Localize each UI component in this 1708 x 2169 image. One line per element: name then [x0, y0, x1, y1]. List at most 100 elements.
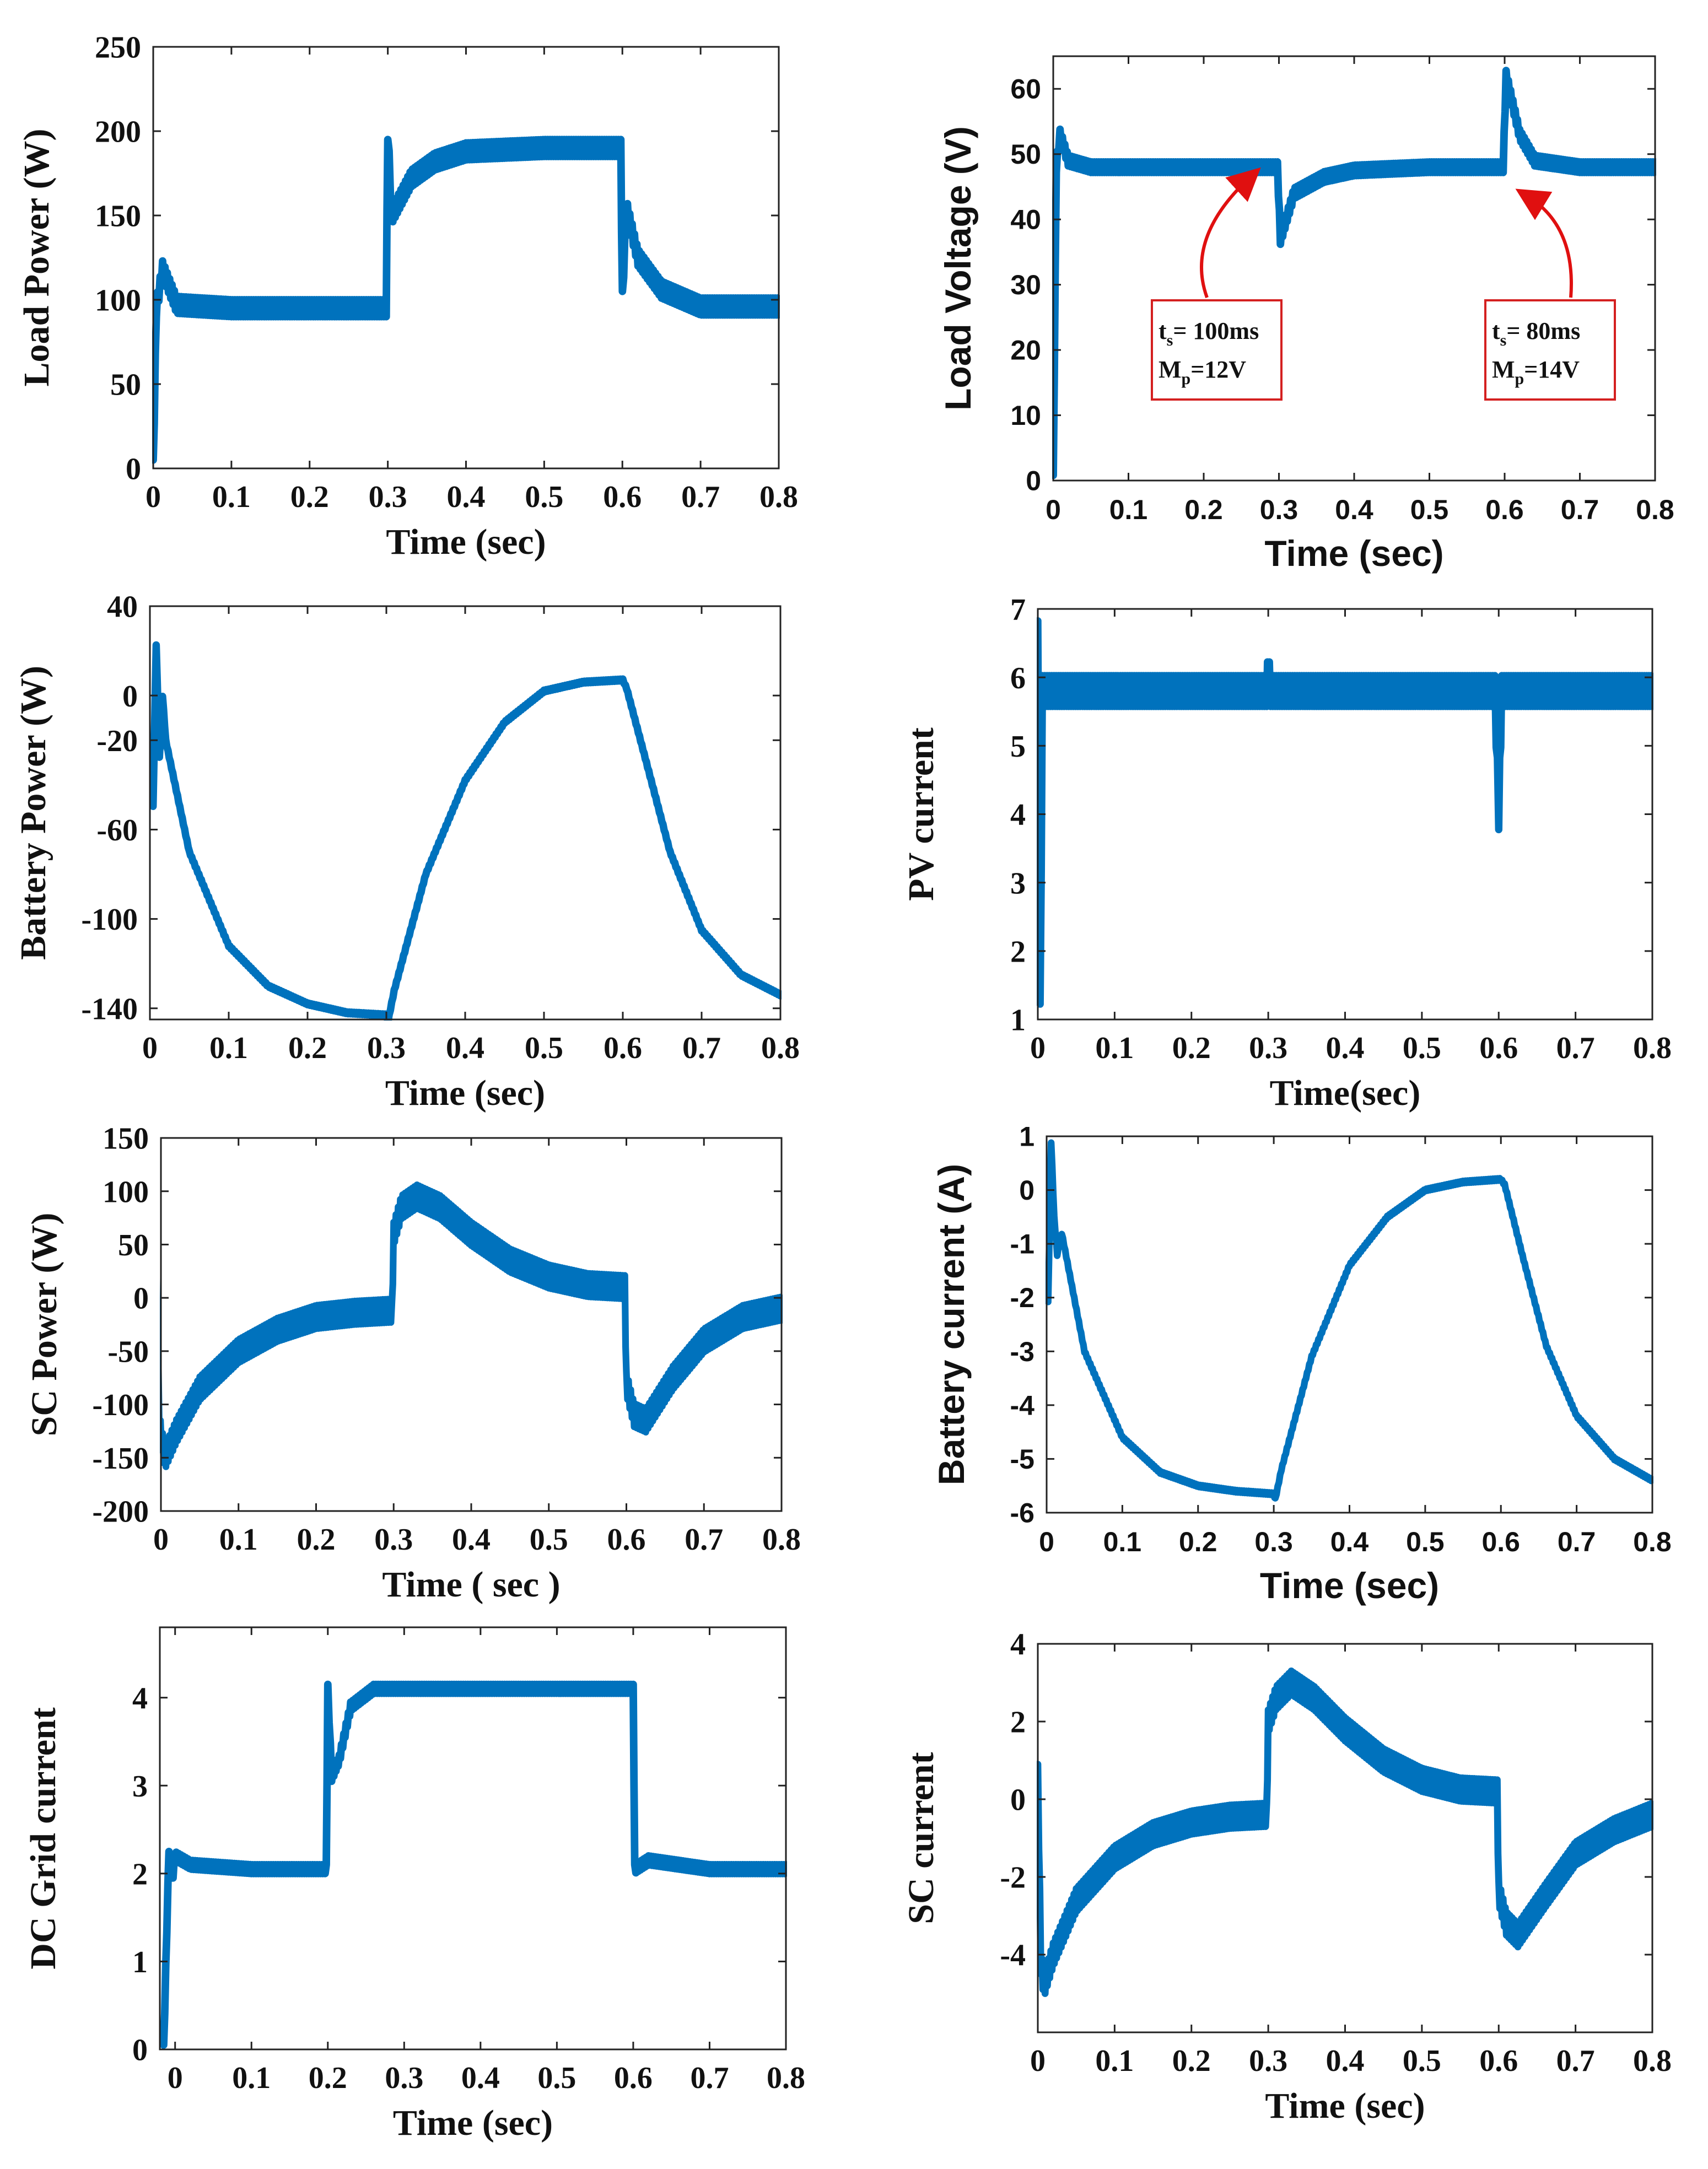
x-tick-label: 0.7 [682, 1031, 721, 1065]
y-tick-label: 0 [1019, 1175, 1035, 1206]
plot-frame [1052, 55, 1656, 482]
y-tick-label: 2 [132, 1857, 148, 1891]
y-axis-label: PV current [901, 727, 941, 901]
y-tick-label: 3 [1010, 866, 1026, 900]
x-tick-label: 0.6 [607, 1523, 646, 1557]
x-axis-label: Time ( sec ) [382, 1564, 560, 1605]
x-tick-label: 0.7 [1556, 2044, 1595, 2078]
y-tick-label: 150 [103, 1122, 149, 1156]
x-tick-label: 0.3 [369, 480, 407, 514]
x-tick-label: 0.3 [1249, 2044, 1287, 2078]
series-line-load-voltage [1052, 67, 1656, 479]
y-axis-label: Battery current (A) [931, 1164, 972, 1485]
series-line-sc-current [1037, 1667, 1653, 1997]
x-axis-label: Time (sec) [1260, 1565, 1439, 1606]
y-tick-label: -200 [92, 1495, 149, 1529]
x-tick-label: 0.4 [1330, 1526, 1369, 1557]
annotation-text: ts= 100ms [1159, 317, 1259, 349]
y-tick-label: 200 [95, 115, 141, 149]
figure-panels: 0 0.1 0.2 0.3 0.4 0.5 0.6 0.7 0.8050100150200250… [13, 31, 1674, 2143]
y-tick-label: 7 [1010, 593, 1026, 627]
y-tick-label: 2 [1010, 1706, 1026, 1740]
x-tick-label: 0.8 [762, 1523, 801, 1557]
panel-battery-power: 0 0.1 0.2 0.3 0.4 0.5 0.6 0.7 0.8 -140 -100 -60 -20 0… [13, 590, 800, 1113]
x-tick-label: 0.6 [1479, 1031, 1518, 1065]
x-tick-label: 0 [1030, 2044, 1046, 2078]
y-tick-label: 150 [95, 199, 141, 234]
x-tick-label: 0.1 [212, 480, 251, 514]
annotation-box [1484, 299, 1616, 401]
x-tick-label: 0.2 [288, 1031, 327, 1065]
x-tick-label: 0.1 [209, 1031, 248, 1065]
x-tick-label: 0.1 [219, 1523, 258, 1557]
x-tick-label: 0.3 [1254, 1526, 1293, 1557]
plot-frame [159, 1626, 787, 2051]
y-tick-label: 1 [1010, 1003, 1026, 1038]
x-axis-label: Time (sec) [393, 2103, 553, 2143]
series-line-battery-power [149, 641, 782, 1021]
y-tick-label: -2 [1000, 1861, 1026, 1895]
x-tick-label: 0.2 [1172, 1031, 1211, 1065]
x-tick-label: 0.6 [1485, 494, 1524, 525]
y-tick-label: 100 [103, 1175, 149, 1209]
y-tick-label: -150 [92, 1442, 149, 1476]
y-tick-label: 50 [1010, 139, 1041, 170]
panel-load-power: 0 0.1 0.2 0.3 0.4 0.5 0.6 0.7 0.8 0 50 100 150 200 250… [17, 31, 798, 562]
x-tick-label: 0.5 [1403, 2044, 1441, 2078]
series-line-load-power [152, 136, 780, 464]
y-tick-label: 10 [1010, 400, 1041, 431]
annotation-box [1151, 299, 1283, 401]
panel-sc-power: 0 0.1 0.2 0.3 0.4 0.5 0.6 0.7 0.8 -200 -150 -100 -50… [24, 1122, 801, 1605]
x-tick-label: 0.3 [1249, 1031, 1287, 1065]
annotation-arrow [1200, 167, 1261, 299]
x-axis-label: Time (sec) [385, 1073, 545, 1113]
x-tick-label: 0.1 [1103, 1526, 1142, 1557]
y-tick-label: 30 [1010, 269, 1041, 300]
y-tick-label: 0 [1010, 1783, 1026, 1817]
y-tick-label: -2 [1010, 1282, 1035, 1313]
y-tick-label: 20 [1010, 335, 1041, 366]
y-tick-label: 1 [1019, 1121, 1035, 1152]
y-tick-label: 0 [122, 679, 138, 714]
y-tick-label: 40 [107, 590, 138, 624]
y-axis-label: DC Grid current [23, 1707, 63, 1969]
x-tick-label: 0.7 [681, 480, 720, 514]
annotation-step-down: ts= 80ms Mp=14V [1484, 188, 1616, 401]
x-tick-label: 0.7 [1561, 494, 1599, 525]
y-tick-label: -100 [92, 1388, 149, 1422]
y-tick-label: -4 [1010, 1390, 1035, 1421]
y-tick-label: 40 [1010, 204, 1041, 235]
y-tick-label: -5 [1010, 1444, 1035, 1475]
y-tick-label: 1 [132, 1945, 148, 1979]
x-axis-label: Time (sec) [386, 522, 546, 562]
x-tick-label: 0.8 [1633, 1526, 1672, 1557]
x-tick-label: 0.2 [290, 480, 329, 514]
panel-dc-grid-current: 0 0.1 0.2 0.3 0.4 0.5 0.6 0.7 0.8 0 1 2 3 4 Time (sec)… [23, 1626, 805, 2143]
x-tick-label: 0.1 [1095, 1031, 1134, 1065]
x-axis-label: Time(sec) [1270, 1073, 1421, 1113]
x-tick-label: 0.5 [537, 2061, 576, 2095]
x-tick-label: 0.8 [1633, 1031, 1672, 1065]
y-tick-label: -60 [96, 813, 138, 848]
y-tick-label: -6 [1010, 1498, 1035, 1529]
y-tick-label: 6 [1010, 661, 1026, 695]
x-tick-label: 0.7 [1556, 1031, 1595, 1065]
panel-load-voltage: 0 0.1 0.2 0.3 0.4 0.5 0.6 0.7 0.8 0 10 20 30 40 50 60 Ti… [937, 55, 1674, 574]
x-tick-label: 0 [153, 1523, 169, 1557]
y-tick-label: 50 [110, 368, 141, 402]
series-line-pv-current [1037, 617, 1653, 1008]
y-axis-label: Load Power (W) [17, 128, 57, 386]
x-tick-label: 0.6 [1479, 2044, 1518, 2078]
series-line-battery-current [1046, 1139, 1653, 1502]
x-axis-label: Time (sec) [1264, 533, 1443, 574]
y-tick-label: 0 [126, 452, 141, 487]
x-axis-label: Time (sec) [1265, 2086, 1425, 2126]
y-tick-label: 0 [1026, 466, 1041, 497]
annotation-text: Mp=12V [1159, 356, 1246, 388]
x-tick-label: 0.5 [1410, 494, 1449, 525]
x-tick-label: 0.4 [446, 1031, 484, 1065]
y-tick-label: -4 [1000, 1939, 1026, 1973]
panel-battery-current: 0 0.1 0.2 0.3 0.4 0.5 0.6 0.7 0.8 -6 -5 -4 -3 -2 -1 0 1 T… [931, 1121, 1672, 1606]
x-tick-label: 0.4 [1335, 494, 1373, 525]
x-tick-label: 0.6 [1481, 1526, 1520, 1557]
